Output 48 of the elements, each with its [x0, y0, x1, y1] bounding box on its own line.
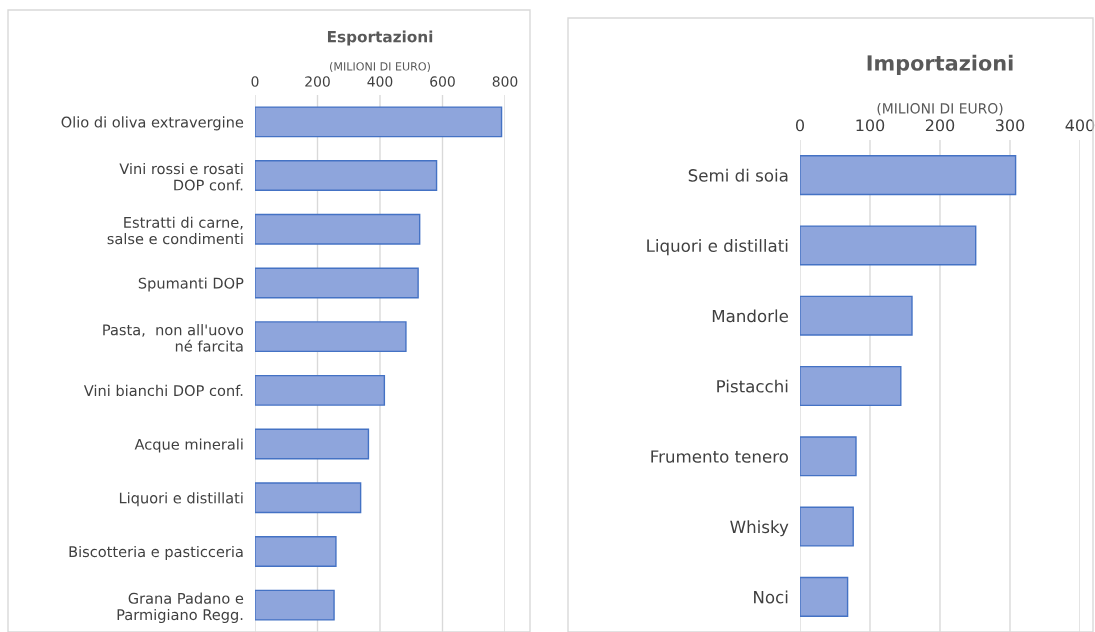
- bar: [800, 155, 1017, 196]
- bar: [800, 506, 854, 547]
- x-axis-title: (MILIONI DI EURO): [877, 102, 1003, 116]
- bar: [800, 295, 913, 336]
- x-tick-label: 200: [925, 119, 955, 132]
- bar: [255, 589, 335, 621]
- x-axis-title: (MILIONI DI EURO): [330, 62, 430, 72]
- x-tick-label: 600: [430, 76, 455, 87]
- bar: [255, 106, 503, 138]
- bar: [255, 482, 362, 514]
- y-tick-label: Estratti di carne, salse e condimenti: [107, 216, 243, 245]
- chart-title: Importazioni: [867, 54, 1013, 75]
- bar: [255, 428, 370, 460]
- y-tick-label: Whisky: [730, 520, 789, 537]
- bar: [800, 436, 857, 477]
- y-tick-label: Vini bianchi DOP conf.: [83, 384, 243, 397]
- y-tick-label: Frumento tenero: [651, 450, 788, 463]
- bar: [255, 374, 386, 406]
- y-tick-label: Acque minerali: [134, 438, 243, 453]
- x-tick-label: 800: [492, 76, 518, 87]
- bar: [800, 365, 902, 407]
- x-tick-label: 200: [305, 76, 330, 87]
- x-tick-label: 400: [367, 76, 393, 87]
- y-tick-label: Vini rossi e rosati DOP conf.: [119, 162, 243, 191]
- y-tick-label: Liquori e distillati: [119, 492, 243, 507]
- x-tick-label: 0: [795, 119, 805, 132]
- bar: [255, 321, 407, 353]
- y-tick-label: Grana Padano e Parmigiano Regg.: [117, 592, 244, 623]
- y-tick-label: Noci: [754, 590, 788, 604]
- bar: [255, 213, 421, 245]
- y-tick-label: Spumanti DOP: [138, 277, 244, 292]
- bar: [800, 225, 977, 266]
- bar: [800, 576, 849, 617]
- x-tick-label: 300: [995, 119, 1025, 132]
- x-tick-label: 0: [251, 76, 259, 87]
- chart-title: Esportazioni: [327, 30, 433, 46]
- x-tick-label: 400: [1065, 119, 1095, 132]
- y-tick-label: Pistacchi: [717, 379, 788, 393]
- y-tick-label: Pasta, non all'uovo né farcita: [103, 324, 244, 352]
- y-tick-label: Biscotteria e pasticceria: [69, 545, 243, 561]
- y-tick-label: Olio di oliva extravergine: [61, 116, 244, 131]
- bar: [255, 160, 438, 192]
- bar: [255, 535, 337, 567]
- y-tick-label: Semi di soia: [688, 168, 788, 182]
- bar: [255, 267, 419, 299]
- y-tick-label: Liquori e distillati: [647, 239, 788, 256]
- x-tick-label: 100: [856, 119, 885, 132]
- y-tick-label: Mandorle: [712, 309, 788, 323]
